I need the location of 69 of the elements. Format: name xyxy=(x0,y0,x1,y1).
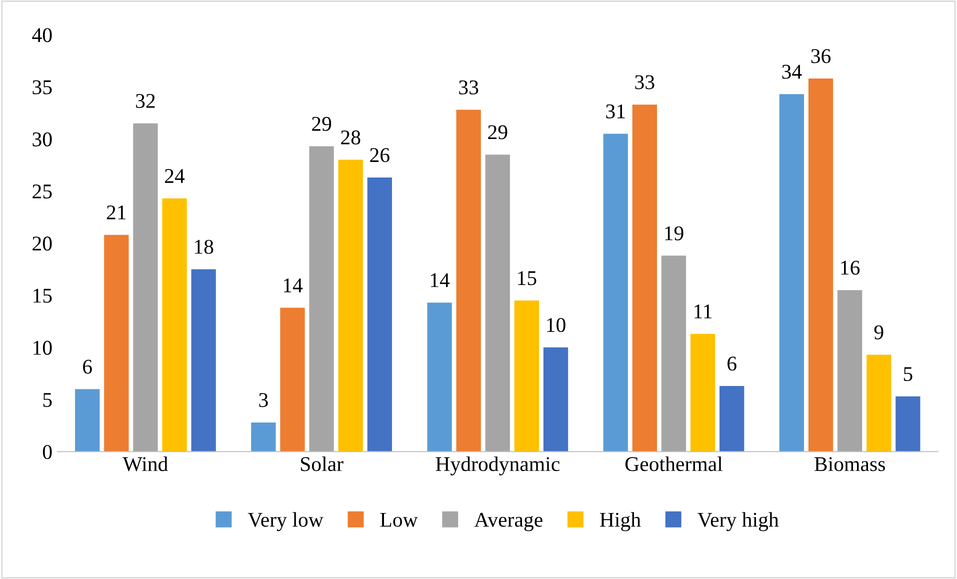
bar xyxy=(309,146,334,452)
bar xyxy=(866,354,892,452)
bar xyxy=(661,256,686,452)
legend-label: High xyxy=(600,512,641,532)
y-tick-label: 15 xyxy=(34,288,52,303)
y-tick-label: 0 xyxy=(42,444,52,460)
bar xyxy=(690,334,716,452)
bar xyxy=(367,178,392,452)
bar xyxy=(632,104,657,452)
bar xyxy=(251,422,276,452)
data-label: 6 xyxy=(728,356,736,371)
bar xyxy=(75,389,100,452)
y-tick-label: 30 xyxy=(32,132,52,146)
data-label: 28 xyxy=(341,130,360,144)
y-tick-label: 10 xyxy=(34,340,52,355)
bar xyxy=(338,160,363,452)
bar xyxy=(720,386,744,452)
bar xyxy=(133,123,158,452)
bar xyxy=(837,290,862,452)
data-label: 32 xyxy=(136,94,155,108)
data-label: 16 xyxy=(841,260,860,275)
data-label: 29 xyxy=(488,125,508,140)
data-label: 33 xyxy=(635,75,654,90)
data-label: 33 xyxy=(459,80,478,94)
bar xyxy=(427,302,452,452)
bar xyxy=(191,269,216,452)
legend-label: Very low xyxy=(248,512,324,532)
data-label: 11 xyxy=(694,304,712,318)
bar xyxy=(162,198,187,452)
data-label: 14 xyxy=(284,278,303,292)
y-tick-label: 35 xyxy=(32,80,52,94)
data-label: 24 xyxy=(165,169,185,183)
data-label: 34 xyxy=(782,64,802,79)
data-label: 14 xyxy=(430,273,450,288)
data-label: 10 xyxy=(547,318,566,332)
y-tick-label: 20 xyxy=(32,236,52,251)
x-tick-label: Solar xyxy=(300,456,344,472)
x-tick-label: Geothermal xyxy=(625,456,722,472)
bar xyxy=(485,154,510,452)
data-label: 18 xyxy=(194,240,214,254)
bar xyxy=(603,134,628,452)
data-label: 31 xyxy=(606,104,625,118)
legend-label: Very high xyxy=(698,512,779,532)
data-label: 21 xyxy=(106,206,126,220)
legend-label: Average xyxy=(474,512,542,532)
bar xyxy=(779,94,804,452)
y-tick-label: 40 xyxy=(32,28,52,42)
data-label: 3 xyxy=(259,393,268,408)
x-tick-label: Biomass xyxy=(814,457,885,472)
data-label: 6 xyxy=(83,360,92,374)
data-label: 36 xyxy=(811,49,831,64)
data-label: 5 xyxy=(904,367,912,382)
data-label: 9 xyxy=(874,325,884,340)
bar xyxy=(808,78,834,452)
bar xyxy=(896,396,920,452)
bar xyxy=(543,347,568,452)
data-label: 19 xyxy=(665,226,684,240)
data-label: 15 xyxy=(518,271,536,286)
x-tick-label: Hydrodynamic xyxy=(436,456,560,476)
legend-label: Low xyxy=(380,513,418,527)
x-tick-label: Wind xyxy=(122,456,168,472)
bar xyxy=(104,234,129,452)
bar xyxy=(280,308,305,452)
y-tick-label: 25 xyxy=(32,184,52,199)
bar xyxy=(514,300,540,452)
y-tick-label: 5 xyxy=(43,393,52,407)
data-label: 26 xyxy=(370,148,390,162)
bar xyxy=(456,110,481,452)
data-label: 29 xyxy=(312,116,332,131)
